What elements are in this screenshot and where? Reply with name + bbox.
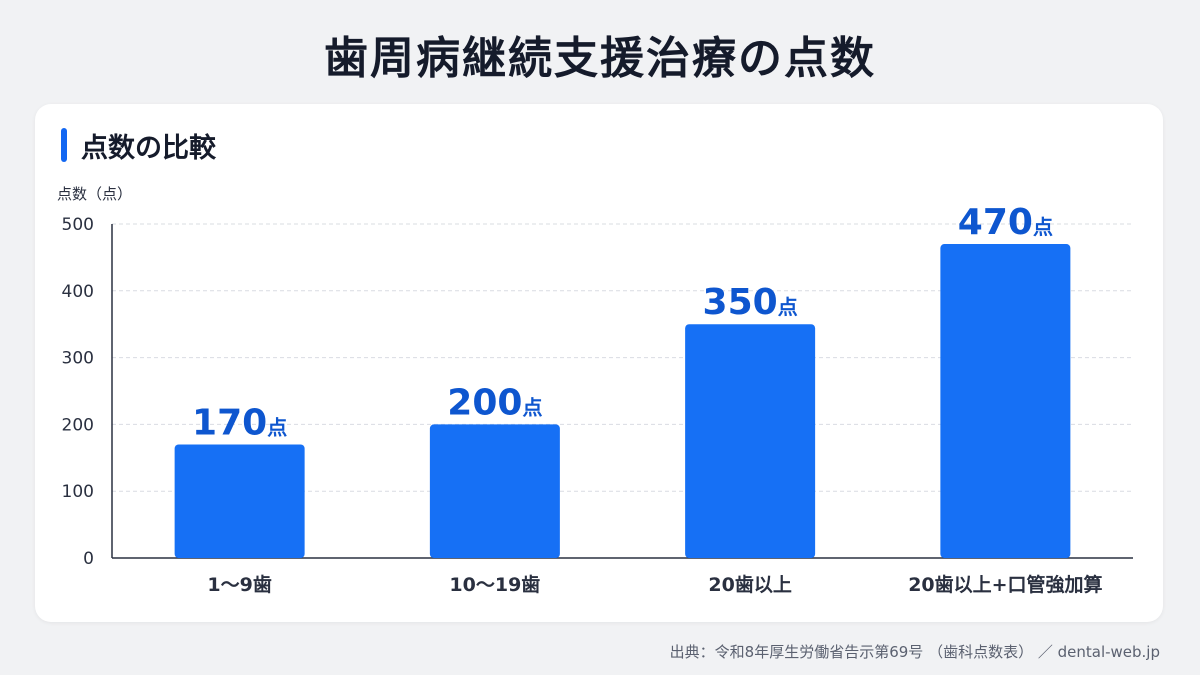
source-note: 出典：令和8年厚生労働省告示第69号 （歯科点数表） ／ dental-web.…	[669, 643, 1160, 661]
bar	[429, 424, 560, 558]
page-title: 歯周病継続支援治療の点数	[324, 33, 876, 84]
data-label: 470点	[958, 202, 1053, 243]
y-tick-label: 100	[62, 482, 94, 502]
y-tick-label: 300	[62, 349, 94, 369]
y-tick-label: 0	[83, 549, 94, 569]
section-title: 点数の比較	[81, 132, 216, 164]
x-tick-label: 20歯以上+口管強加算	[908, 573, 1102, 596]
y-tick-label: 400	[62, 282, 94, 302]
accent-bar	[61, 128, 67, 162]
y-tick-label: 200	[62, 415, 94, 435]
data-label: 170点	[192, 402, 287, 443]
y-tick-label: 500	[62, 215, 94, 235]
bar	[174, 444, 305, 558]
x-tick-label: 1〜9歯	[207, 573, 271, 596]
bar	[685, 324, 816, 558]
y-axis-label: 点数（点）	[57, 185, 132, 203]
x-tick-label: 10〜19歯	[449, 573, 540, 596]
section-heading: 点数の比較	[61, 126, 216, 164]
x-tick-label: 20歯以上	[708, 573, 791, 596]
data-label: 350点	[703, 282, 798, 323]
bar	[940, 244, 1071, 559]
data-label: 200点	[447, 382, 542, 423]
